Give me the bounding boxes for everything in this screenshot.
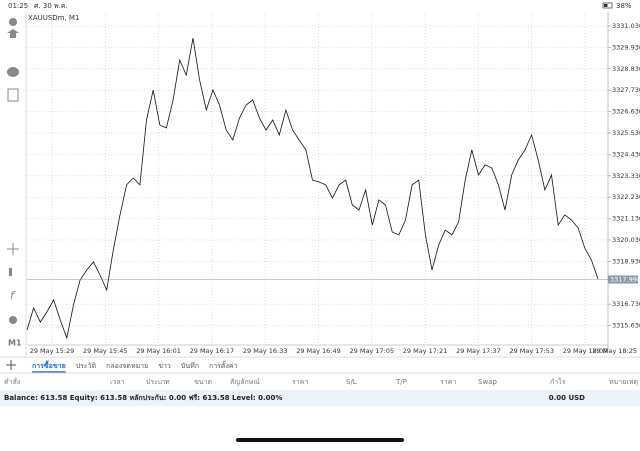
tab[interactable]: บันทึก bbox=[181, 361, 199, 370]
column-header: หมายเหตุ bbox=[609, 378, 638, 386]
function-icon[interactable]: f bbox=[10, 289, 16, 302]
summary-text: Balance: 613.58 Equity: 613.58 หลักประกั… bbox=[4, 394, 282, 402]
x-tick-label: 29 May 17:05 bbox=[350, 347, 395, 355]
tab[interactable]: การซื้อขาย bbox=[32, 359, 66, 370]
symbol-label: XAUUSDm, M1 bbox=[28, 14, 79, 22]
y-tick-label: 3318.930 bbox=[612, 257, 640, 265]
toolbar: f bbox=[7, 18, 19, 324]
objects-icon[interactable] bbox=[9, 316, 17, 324]
summary-total: 0.00 USD bbox=[549, 394, 585, 402]
x-tick-label: 29 May 15:29 bbox=[30, 347, 75, 355]
bid-box bbox=[608, 275, 638, 284]
x-tick-label: 29 May 16:01 bbox=[136, 347, 181, 355]
y-tick-label: 3321.130 bbox=[612, 215, 640, 223]
x-tick-label: 29 May 18:25 bbox=[592, 347, 637, 355]
x-tick-label: 29 May 16:33 bbox=[243, 347, 288, 355]
column-header: ขนาด bbox=[194, 378, 212, 386]
timeframe[interactable]: M1 bbox=[8, 339, 22, 348]
x-tick-label: 29 May 16:49 bbox=[296, 347, 341, 355]
tab[interactable]: กล่องจดหมาย bbox=[106, 362, 148, 370]
x-tick-label: 29 May 17:21 bbox=[403, 347, 448, 355]
column-header: เวลา bbox=[110, 378, 125, 386]
column-header: S/L bbox=[346, 378, 357, 386]
x-tick-label: 29 May 18:09 bbox=[563, 347, 608, 355]
tab[interactable]: ข่าว bbox=[158, 362, 171, 370]
y-tick-label: 3322.230 bbox=[612, 193, 640, 201]
y-tick-label: 3324.430 bbox=[612, 150, 640, 158]
account-icon[interactable] bbox=[9, 18, 17, 26]
y-tick-label: 3315.630 bbox=[612, 322, 640, 330]
chat-icon[interactable] bbox=[7, 67, 19, 77]
chart: 3331.030 3329.930 3328.830 3327.730 3326.630… bbox=[26, 12, 640, 355]
add-button[interactable] bbox=[6, 360, 16, 370]
price-line bbox=[26, 38, 599, 340]
status-date: ศ. 30 พ.ค. bbox=[34, 2, 68, 10]
battery-icon bbox=[602, 2, 613, 9]
indicator-icon[interactable] bbox=[9, 268, 12, 276]
home-indicator bbox=[236, 438, 404, 442]
status-battery: 38% bbox=[616, 2, 632, 10]
y-tick-label: 3323.330 bbox=[612, 172, 640, 180]
y-tick-label: 3329.930 bbox=[612, 43, 640, 51]
column-header: สัญลักษณ์ bbox=[230, 378, 260, 386]
x-tick-label: 29 May 17:37 bbox=[456, 347, 501, 355]
x-tick-label: 29 May 17:53 bbox=[509, 347, 554, 355]
y-tick-label: 3320.030 bbox=[612, 236, 640, 244]
add-icon[interactable] bbox=[7, 88, 19, 102]
x-tick-label: 29 May 16:17 bbox=[190, 347, 235, 355]
battery-level bbox=[604, 4, 608, 7]
column-header: ประเภท bbox=[146, 378, 170, 386]
column-headers: คำสั่ง เวลา ประเภท ขนาด สัญลักษณ์ ราคา S/L T/P ร… bbox=[4, 377, 638, 386]
y-tick-label: 3316.730 bbox=[612, 300, 640, 308]
column-header: T/P bbox=[395, 378, 407, 386]
trade-icon[interactable] bbox=[7, 29, 19, 38]
y-tick-label: 3325.530 bbox=[612, 129, 640, 137]
column-header: ราคา bbox=[440, 378, 456, 386]
column-header: ราคา bbox=[292, 378, 308, 386]
summary-row bbox=[0, 390, 640, 406]
column-header: กำไร bbox=[550, 377, 566, 386]
tabs: การซื้อขาย ประวัติ กล่องจดหมาย ข่าว บันทึก กา… bbox=[32, 359, 238, 373]
column-header: คำสั่ง bbox=[4, 377, 20, 386]
y-tick-label: 3327.730 bbox=[612, 86, 640, 94]
crosshair-icon[interactable] bbox=[7, 243, 19, 255]
tab[interactable]: การตั้งค่า bbox=[209, 359, 238, 370]
y-tick-label: 3326.630 bbox=[612, 108, 640, 116]
column-header: Swap bbox=[478, 378, 497, 386]
tab[interactable]: ประวัติ bbox=[76, 362, 97, 370]
bid-label: 3317.998 bbox=[610, 275, 640, 283]
y-tick-label: 3331.030 bbox=[612, 22, 640, 30]
status-time: 01:25 bbox=[8, 2, 28, 10]
x-tick-label: 29 May 15:45 bbox=[83, 347, 128, 355]
y-tick-label: 3328.830 bbox=[612, 65, 640, 73]
